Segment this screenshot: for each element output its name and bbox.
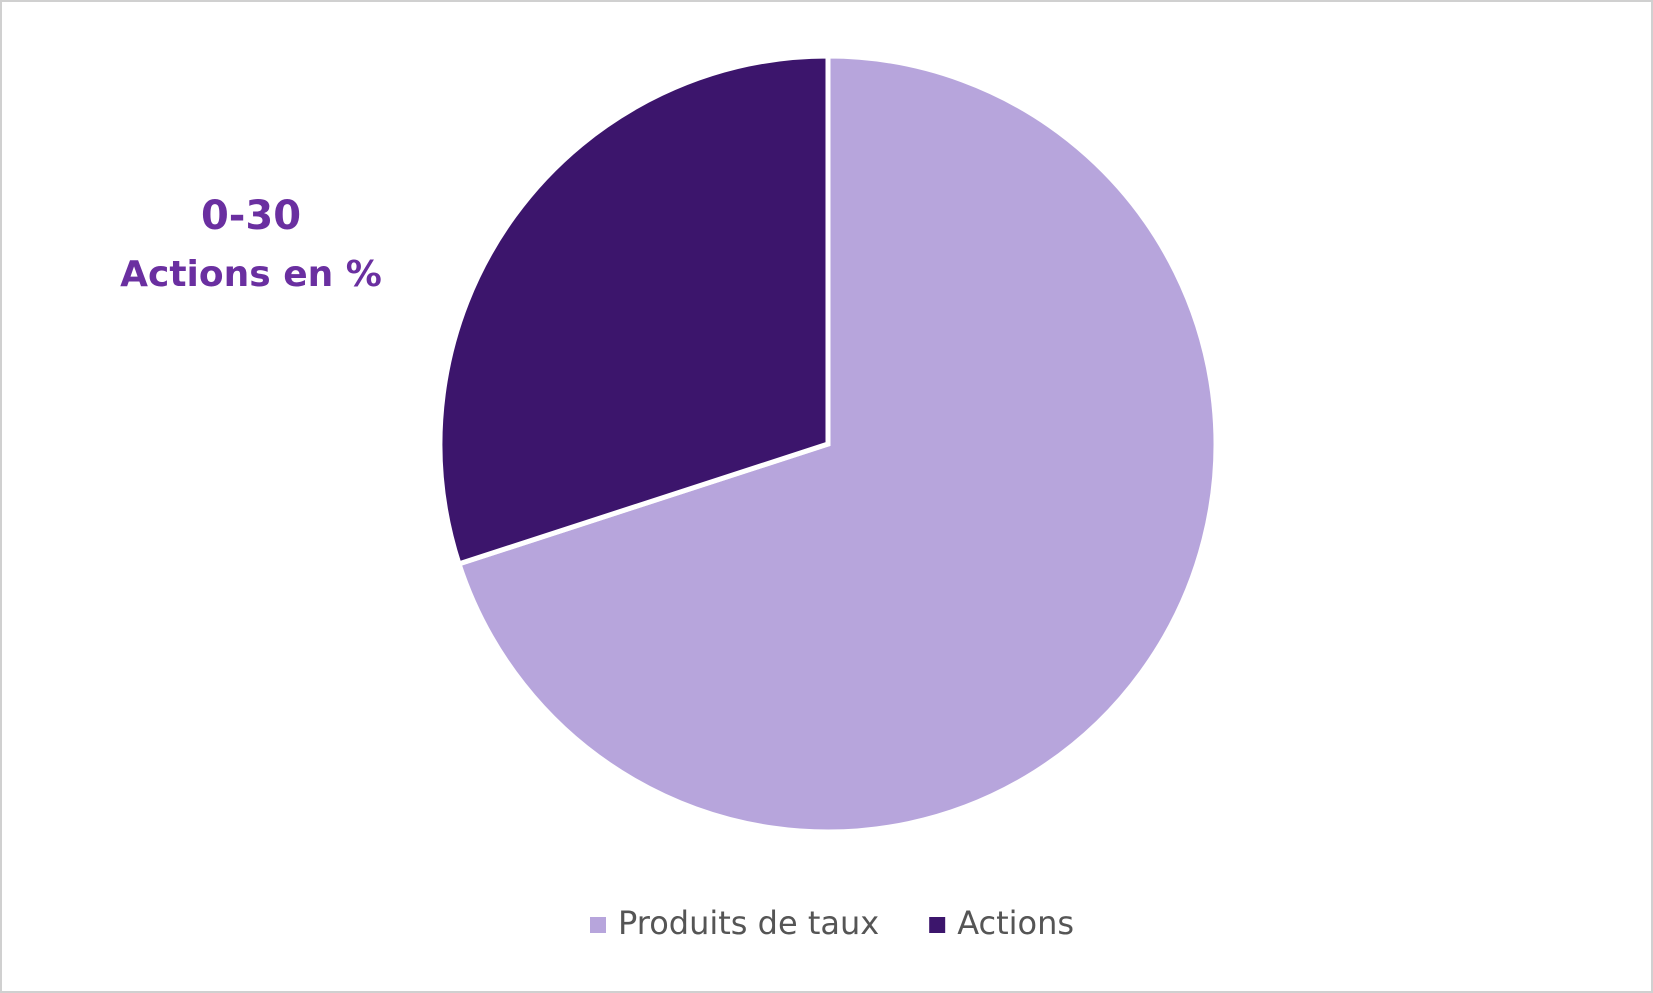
- annotation: 0-30: [201, 193, 301, 239]
- legend-swatch: [929, 917, 946, 933]
- pie-slice: [437, 53, 831, 568]
- annotation: Actions en %: [120, 254, 382, 295]
- legend-swatch: [590, 917, 606, 933]
- pie-slice: [455, 53, 1219, 835]
- legend-label: Produits de taux: [618, 904, 879, 942]
- legend-label: Actions: [957, 904, 1074, 942]
